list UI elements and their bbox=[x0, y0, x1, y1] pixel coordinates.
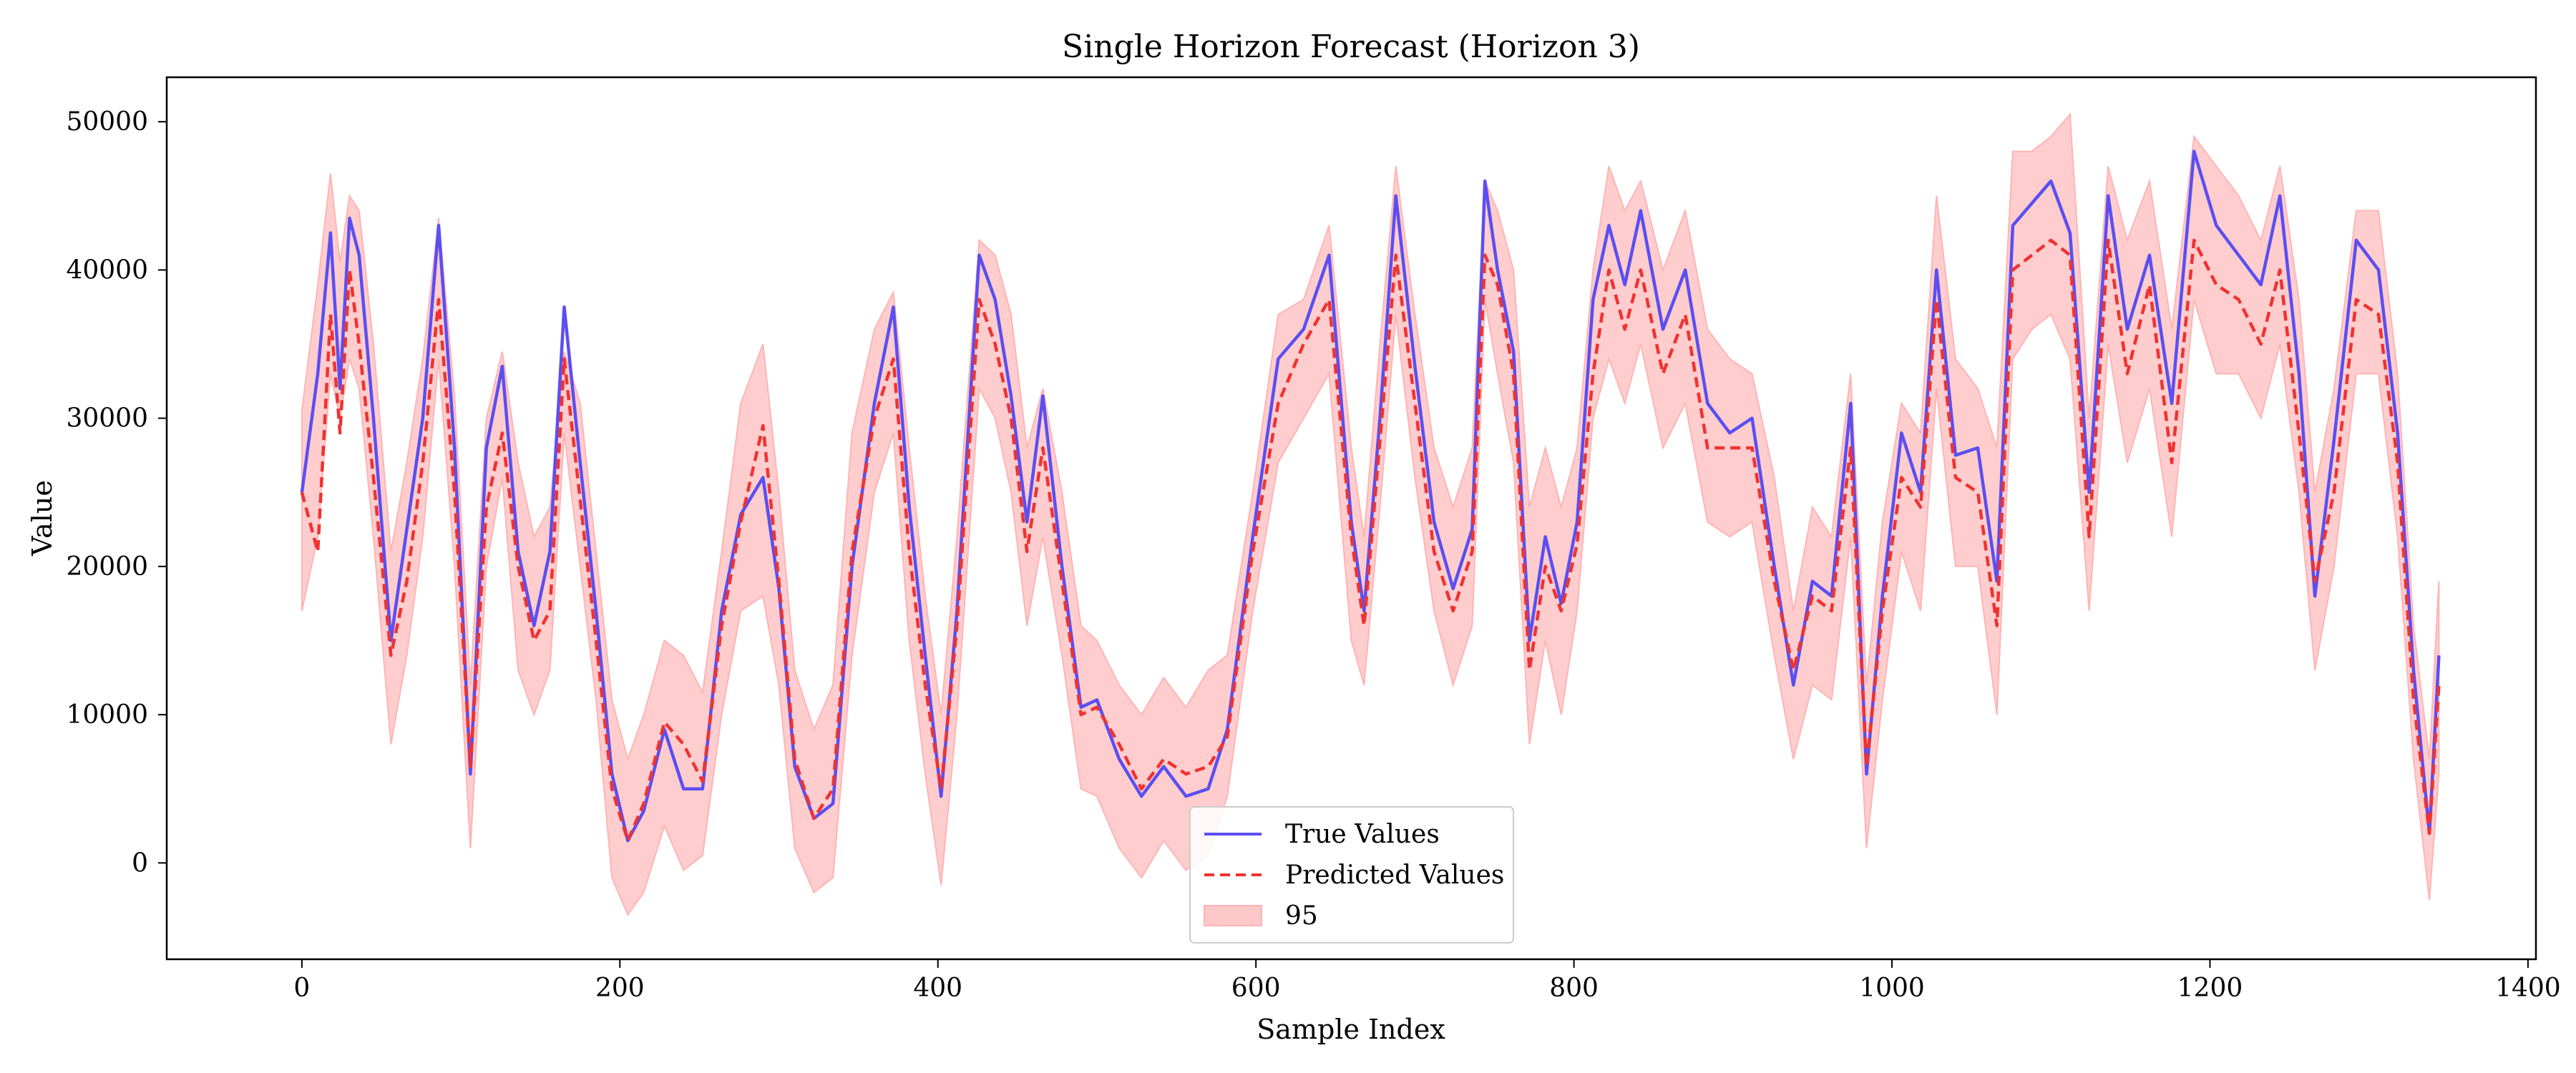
legend-predicted-label: Predicted Values bbox=[1285, 861, 1504, 890]
x-tick-label: 0 bbox=[293, 974, 310, 1003]
legend-box bbox=[1189, 806, 1514, 944]
series-layer bbox=[300, 150, 2441, 843]
legend: True Values Predicted Values 95 bbox=[1189, 806, 1514, 944]
y-axis-title: Value bbox=[26, 480, 58, 557]
y-tick-label: 20000 bbox=[66, 552, 148, 582]
y-tick-label: 10000 bbox=[66, 700, 148, 730]
x-tick-label: 1200 bbox=[2177, 974, 2243, 1003]
x-axis: 0 200 400 600 800 1000 1200 1400 bbox=[293, 959, 2561, 1003]
predicted-values-line bbox=[300, 238, 2441, 843]
x-axis-title: Sample Index bbox=[1257, 1014, 1445, 1045]
legend-band-label: 95 bbox=[1285, 901, 1318, 931]
y-tick-label: 50000 bbox=[66, 107, 148, 137]
legend-band-swatch bbox=[1204, 905, 1262, 926]
chart-title: Single Horizon Forecast (Horizon 3) bbox=[1062, 29, 1640, 65]
y-tick-label: 40000 bbox=[66, 255, 148, 285]
y-axis: 0 10000 20000 30000 40000 50000 bbox=[66, 107, 167, 878]
y-tick-label: 30000 bbox=[66, 404, 148, 433]
x-tick-label: 600 bbox=[1231, 974, 1281, 1003]
x-tick-label: 1400 bbox=[2495, 974, 2561, 1003]
x-tick-label: 400 bbox=[913, 974, 962, 1003]
y-tick-label: 0 bbox=[132, 848, 148, 878]
x-tick-label: 200 bbox=[595, 974, 645, 1003]
x-tick-label: 800 bbox=[1549, 974, 1599, 1003]
x-tick-label: 1000 bbox=[1859, 974, 1925, 1003]
legend-true-label: True Values bbox=[1285, 820, 1440, 849]
plot-frame bbox=[165, 76, 2537, 961]
